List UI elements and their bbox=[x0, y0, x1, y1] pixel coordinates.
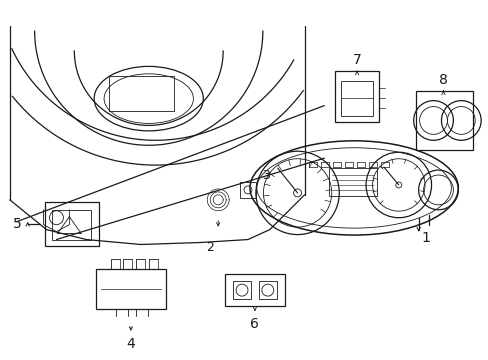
Text: 5: 5 bbox=[13, 217, 22, 231]
Text: 8: 8 bbox=[438, 73, 447, 87]
Text: 2: 2 bbox=[206, 241, 214, 254]
Text: 4: 4 bbox=[126, 337, 135, 351]
Text: 1: 1 bbox=[420, 230, 429, 244]
Text: 6: 6 bbox=[250, 317, 259, 331]
Text: 3: 3 bbox=[262, 168, 269, 181]
Text: 7: 7 bbox=[352, 53, 361, 67]
